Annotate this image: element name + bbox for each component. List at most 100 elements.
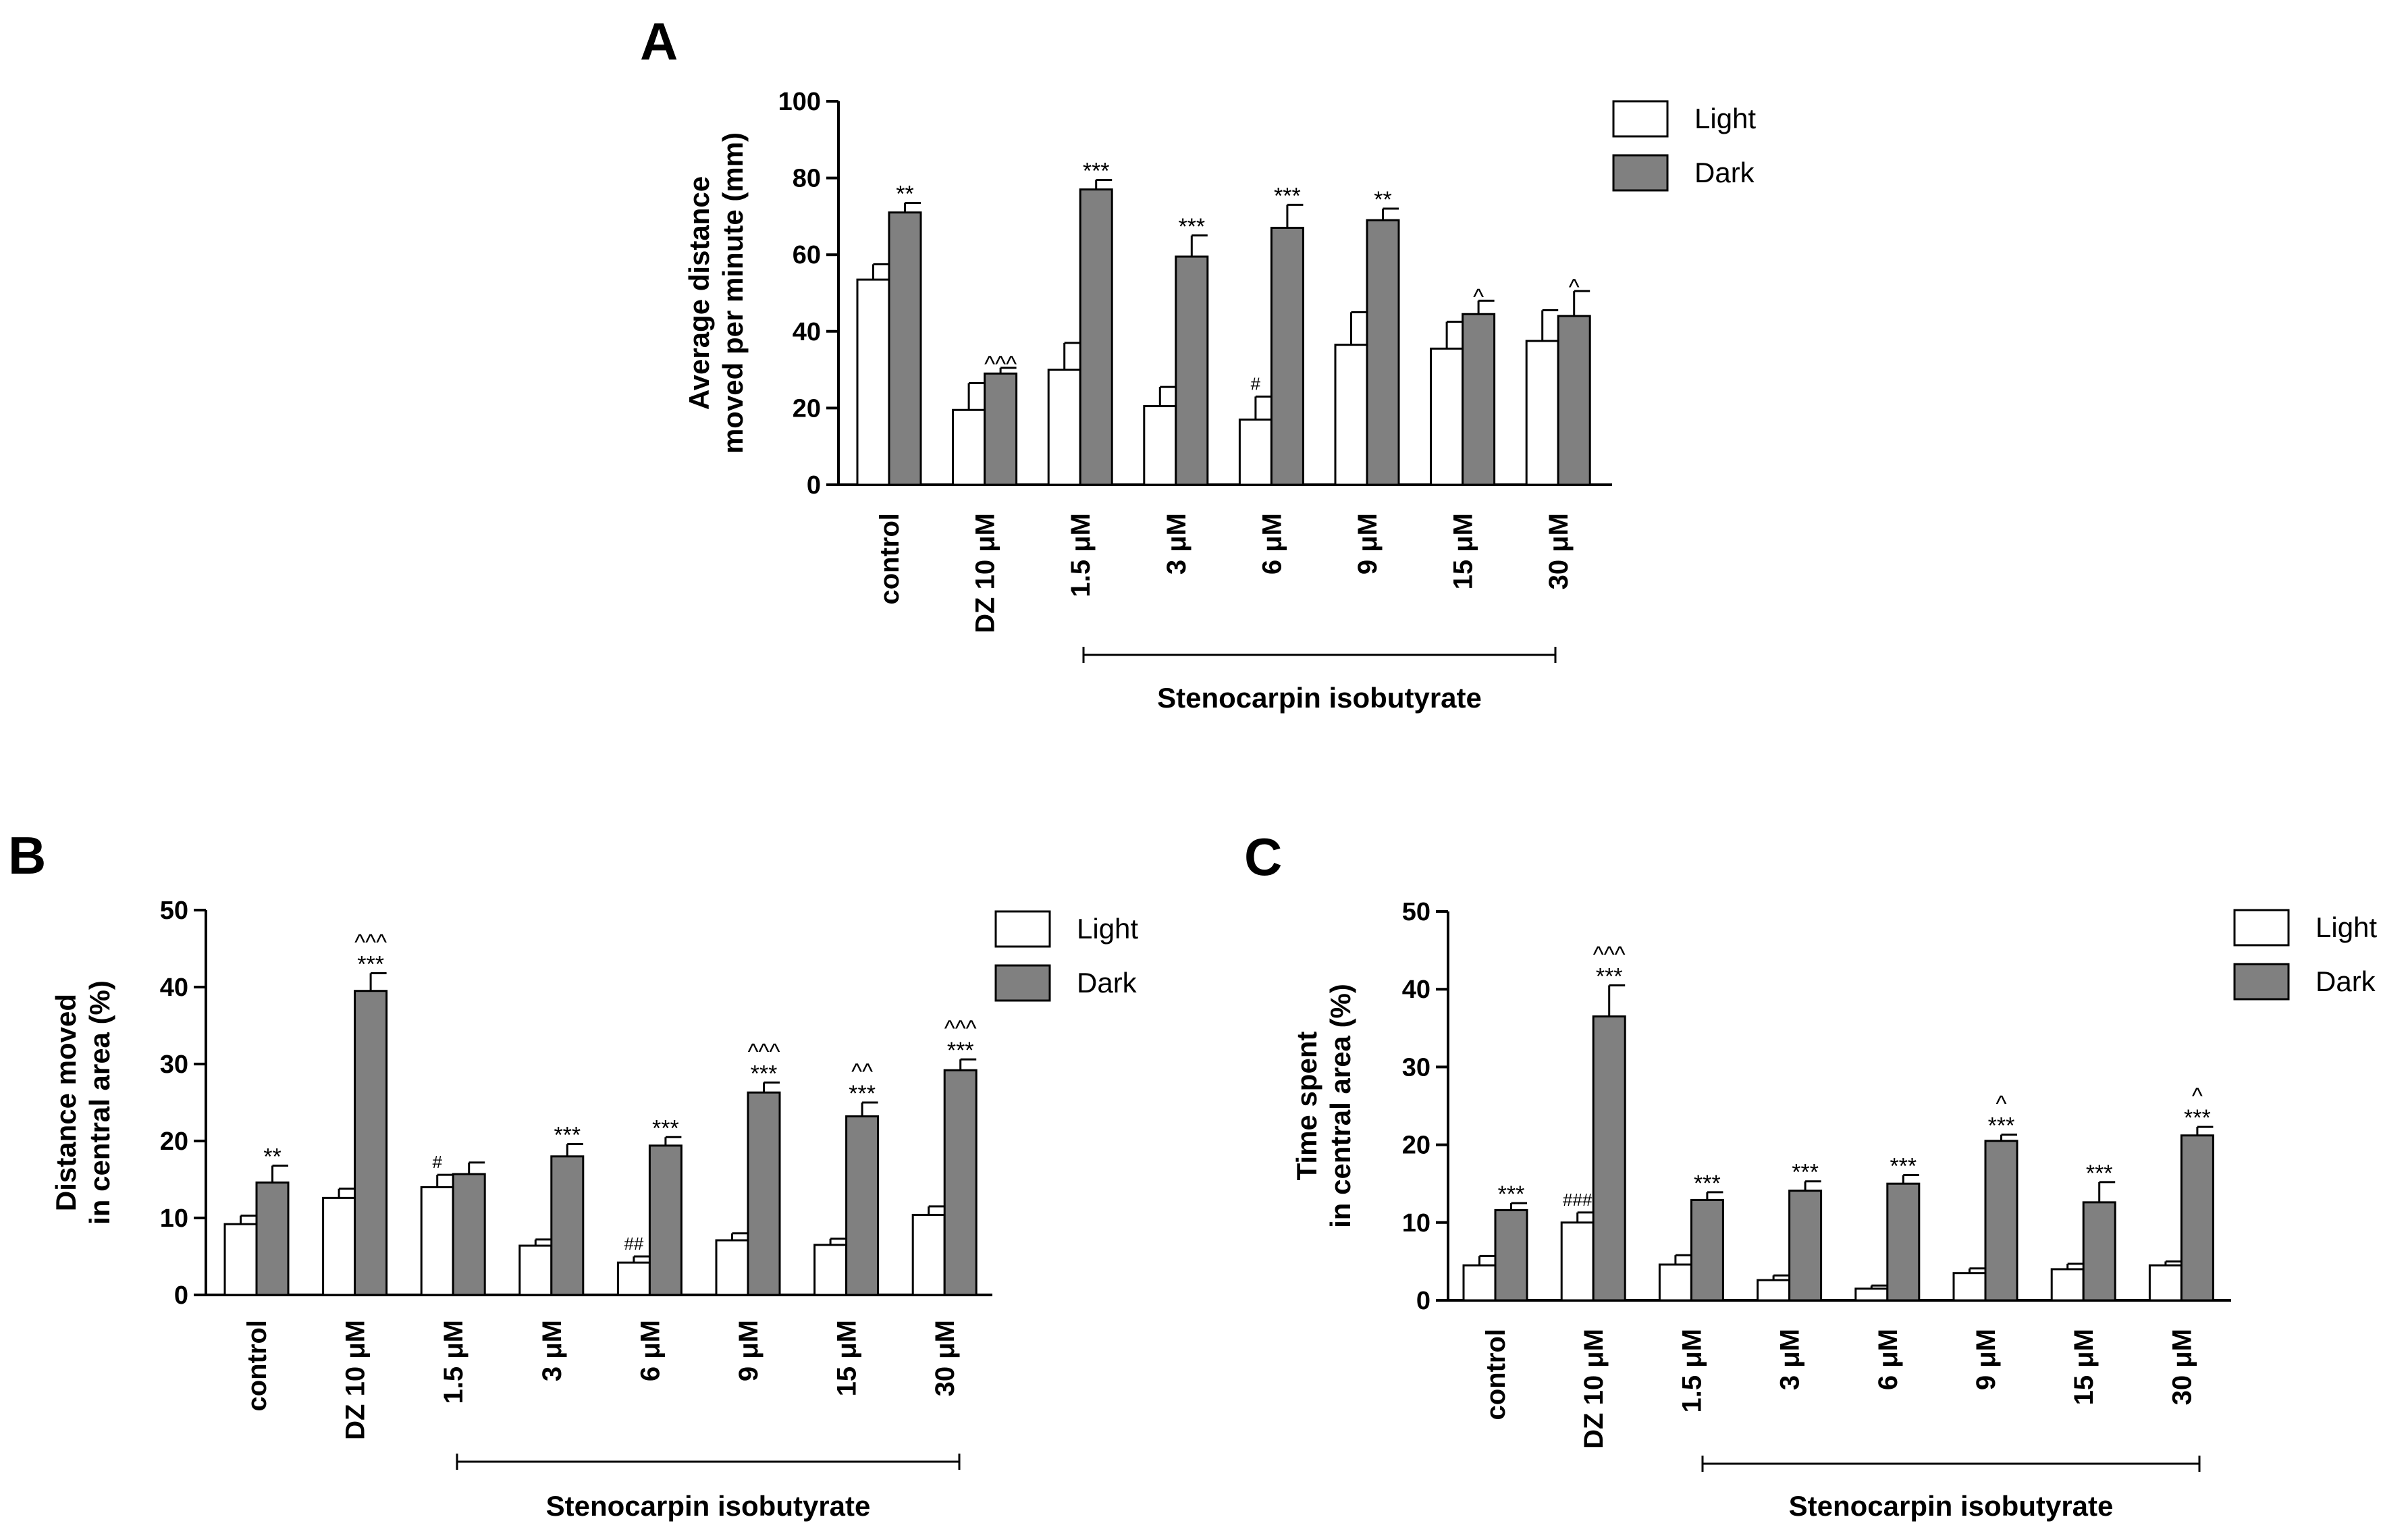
category-label: 15 μM — [1449, 513, 1478, 589]
bar-light — [1462, 1264, 1497, 1302]
bar-dark — [2082, 1201, 2116, 1302]
group-label: Stenocarpin isobutyrate — [546, 1490, 871, 1522]
category-label: 30 μM — [2167, 1329, 2197, 1405]
category-label: 3 μM — [1775, 1329, 1805, 1390]
category-label: 1.5 μM — [1066, 513, 1096, 598]
legend-swatch-light — [994, 910, 1051, 948]
bar-dark — [648, 1144, 683, 1296]
bar-light — [952, 408, 986, 486]
annotation-dark-sig: *** — [357, 951, 384, 977]
y-tick-label: 80 — [793, 165, 821, 193]
bar-dark — [1270, 226, 1304, 486]
bar-dark — [1557, 315, 1591, 486]
annotation-dark-sig: ** — [896, 182, 913, 207]
annotation-light: ### — [1563, 1190, 1593, 1210]
legend-label-light: Light — [1077, 913, 1138, 945]
legend-label-dark: Dark — [1694, 157, 1755, 188]
bar-light — [1430, 347, 1464, 486]
bar-light — [1047, 369, 1081, 486]
bar-light — [856, 278, 890, 486]
annotation-dark-sig: *** — [2184, 1105, 2211, 1131]
annotation-dark-sig: *** — [947, 1038, 974, 1063]
category-label: 3 μM — [537, 1320, 567, 1381]
category-label: DZ 10 μM — [971, 513, 1000, 633]
annotation-dark-caret: ^ — [1473, 284, 1484, 310]
y-tick-label: 20 — [160, 1127, 188, 1156]
bar-light — [2050, 1268, 2085, 1302]
y-tick-label: 50 — [1402, 898, 1430, 926]
bar-dark — [1462, 313, 1496, 486]
category-label: 6 μM — [1257, 513, 1287, 575]
panel-c: C 0 10 20 30 40 50 Time spent in central area (%… — [1244, 827, 2377, 1522]
bar-light — [1658, 1263, 1692, 1302]
annotation-dark-caret: ^^^ — [748, 1039, 780, 1065]
bar-light — [518, 1244, 553, 1296]
panel-a: A 0 20 40 60 80 100 Average distance moved per m… — [640, 11, 1756, 714]
bar-light — [813, 1244, 848, 1296]
bar-dark — [1494, 1209, 1528, 1302]
annotation-light: # — [432, 1152, 442, 1172]
bar-light — [715, 1239, 749, 1296]
category-label: 1.5 μM — [439, 1320, 469, 1404]
category-label: control — [1481, 1329, 1511, 1420]
y-tick-label: 0 — [174, 1281, 188, 1310]
y-axis-title: in central area (%) — [1325, 984, 1356, 1228]
annotation-light: # — [1251, 373, 1261, 394]
y-axis-title: in central area (%) — [84, 980, 115, 1225]
bar-light — [1952, 1272, 1987, 1302]
panel-letter: B — [8, 826, 46, 885]
category-label: control — [242, 1320, 272, 1412]
bar-light — [1525, 340, 1559, 486]
legend-label-dark: Dark — [1077, 967, 1138, 999]
bar-light — [1143, 405, 1177, 486]
annotation-dark-sig: *** — [1890, 1154, 1917, 1179]
annotation-dark-sig: *** — [1596, 963, 1623, 989]
bar-dark — [2180, 1134, 2214, 1302]
bar-light — [1238, 418, 1273, 486]
legend-swatch-dark — [994, 964, 1051, 1002]
y-tick-label: 40 — [160, 974, 188, 1002]
category-label: 30 μM — [1544, 513, 1574, 589]
y-tick-label: 10 — [160, 1204, 188, 1233]
bar-dark — [845, 1115, 880, 1296]
y-tick-label: 10 — [1402, 1209, 1430, 1238]
bar-dark — [747, 1091, 781, 1296]
bar-light — [223, 1223, 258, 1296]
category-label: 9 μM — [1971, 1329, 2001, 1390]
y-tick-label: 40 — [793, 318, 821, 346]
annotation-dark-sig: *** — [2086, 1161, 2113, 1186]
y-tick-label: 100 — [778, 88, 821, 116]
bar-dark — [255, 1181, 290, 1296]
category-label: DZ 10 μM — [1579, 1329, 1609, 1449]
annotation-dark-caret: ^ — [1569, 275, 1580, 300]
y-tick-label: 30 — [160, 1051, 188, 1079]
bar-dark — [550, 1155, 585, 1296]
annotation-dark-sig: *** — [751, 1061, 778, 1086]
y-tick-label: 0 — [1416, 1287, 1430, 1315]
bar-light — [322, 1196, 356, 1296]
annotation-dark-sig: *** — [1083, 158, 1110, 184]
bar-dark — [984, 372, 1018, 486]
group-label: Stenocarpin isobutyrate — [1157, 682, 1482, 714]
panel-letter: A — [640, 11, 678, 71]
bar-light — [1757, 1279, 1791, 1302]
annotation-dark-sig: *** — [849, 1081, 876, 1107]
group-label: Stenocarpin isobutyrate — [1789, 1490, 2114, 1522]
annotation-dark-caret: ^ — [2192, 1084, 2203, 1109]
y-axis-title: moved per minute (mm) — [717, 132, 749, 454]
bar-dark — [943, 1069, 978, 1296]
category-label: 6 μM — [1873, 1329, 1903, 1390]
annotation-dark-sig: *** — [1498, 1181, 1525, 1207]
category-label: 1.5 μM — [1677, 1329, 1707, 1413]
bar-dark — [452, 1173, 486, 1296]
annotation-dark-caret: ^^^ — [944, 1016, 977, 1042]
annotation-dark-caret: ^ — [1996, 1092, 2007, 1117]
bar-light — [2148, 1264, 2183, 1302]
y-tick-label: 50 — [160, 897, 188, 925]
annotation-dark-caret: ^^ — [851, 1059, 873, 1085]
bar-dark — [1366, 219, 1400, 486]
y-tick-label: 0 — [807, 471, 821, 500]
y-tick-label: 40 — [1402, 976, 1430, 1004]
annotation-dark-caret: ^^^ — [984, 352, 1017, 377]
annotation-dark-sig: *** — [652, 1115, 679, 1141]
